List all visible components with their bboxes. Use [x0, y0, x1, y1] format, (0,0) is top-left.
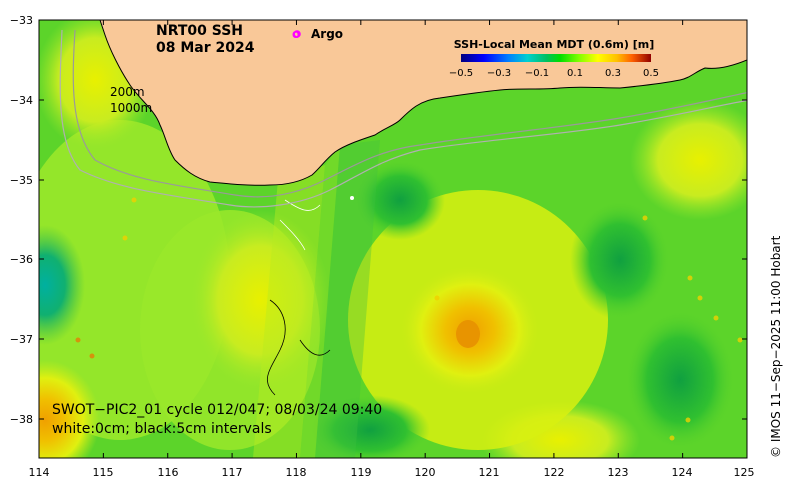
argo-legend-label: Argo — [311, 27, 343, 41]
swot-swath-west — [253, 165, 325, 458]
argo-float-marker — [713, 315, 719, 321]
argo-float-marker — [697, 295, 703, 301]
argo-float-marker — [737, 337, 743, 343]
x-tick-label: 121 — [479, 466, 500, 479]
swot-swath-nadir — [300, 145, 340, 458]
ssh-field-yellow-sw — [190, 210, 330, 390]
argo-float-marker — [75, 337, 81, 343]
x-tick-label: 116 — [158, 466, 179, 479]
coastline — [99, 20, 747, 186]
argo-float-marker — [642, 215, 648, 221]
x-tick-label: 125 — [734, 466, 755, 479]
ssh-cool-eddy-center — [355, 160, 445, 240]
y-tick-label: −33 — [10, 14, 33, 27]
x-tick-label: 122 — [544, 466, 565, 479]
map-title: NRT00 SSH — [156, 23, 243, 39]
x-tick-label: 124 — [672, 466, 693, 479]
colorbar-title: SSH-Local Mean MDT (0.6m) [m] — [454, 38, 654, 51]
y-tick-label: −36 — [10, 253, 33, 266]
colorbar-tick: −0.1 — [525, 68, 549, 79]
map-plot-area — [39, 20, 747, 458]
colorbar: SSH-Local Mean MDT (0.6m) [m] −0.5 −0.3 … — [449, 38, 659, 79]
colorbar-tick: −0.3 — [487, 68, 511, 79]
y-tick-label: −38 — [10, 413, 33, 426]
swot-swath-east — [315, 140, 380, 458]
argo-float-marker — [293, 30, 301, 38]
argo-float-marker — [685, 417, 691, 423]
ssh-field-yellow-east — [630, 100, 747, 220]
colorbar-tick: 0.5 — [643, 68, 659, 79]
argo-legend-symbol: o — [292, 27, 300, 41]
x-axis-labels: 114 115 116 117 118 119 120 121 122 123 … — [29, 466, 755, 479]
isobath-label-1000m: 1000m — [110, 101, 152, 115]
x-tick-label: 115 — [93, 466, 114, 479]
argo-float-marker — [122, 235, 128, 241]
x-tick-label: 117 — [222, 466, 243, 479]
argo-float-marker — [669, 435, 675, 441]
x-tick-label: 119 — [351, 466, 372, 479]
contour-black — [266, 299, 331, 396]
y-tick-label: −35 — [10, 174, 33, 187]
imos-credit: © IMOS 11−Sep−2025 11:00 Hobart — [769, 235, 783, 458]
contour-caption: white:0cm; black:5cm intervals — [52, 421, 272, 437]
argo-float-marker — [89, 353, 95, 359]
colorbar-tick: −0.5 — [449, 68, 473, 79]
x-tick-label: 114 — [29, 466, 50, 479]
map-date: 08 Mar 2024 — [156, 40, 255, 56]
isobath-label-200m: 200m — [110, 85, 145, 99]
plot-frame — [38, 19, 748, 459]
colorbar-tick: 0.3 — [605, 68, 621, 79]
ssh-warm-eddy-core — [456, 320, 480, 348]
x-tick-label: 123 — [608, 466, 629, 479]
y-tick-label: −37 — [10, 333, 33, 346]
swot-caption: SWOT−PIC2_01 cycle 012/047; 08/03/24 09:… — [52, 402, 382, 418]
isobath-200m — [72, 29, 747, 198]
argo-float-marker — [350, 196, 354, 200]
x-tick-label: 120 — [415, 466, 436, 479]
contour-white — [279, 199, 321, 251]
colorbar-tick: 0.1 — [567, 68, 583, 79]
ssh-warm-corner-sw — [39, 360, 100, 458]
ssh-cool-east — [570, 200, 670, 320]
argo-float-marker — [687, 275, 693, 281]
y-axis-labels: −33 −34 −35 −36 −37 −38 — [10, 14, 33, 426]
argo-float-marker — [434, 295, 440, 301]
ssh-cool-eddy-west — [39, 225, 85, 345]
isobath-1000m — [59, 29, 747, 208]
axis-ticks — [38, 19, 748, 458]
y-tick-label: −34 — [10, 94, 33, 107]
argo-float-marker — [131, 197, 137, 203]
ssh-cool-south — [310, 395, 430, 458]
ssh-cool-southeast — [625, 310, 735, 450]
x-tick-label: 118 — [286, 466, 307, 479]
colorbar-gradient — [461, 54, 651, 62]
